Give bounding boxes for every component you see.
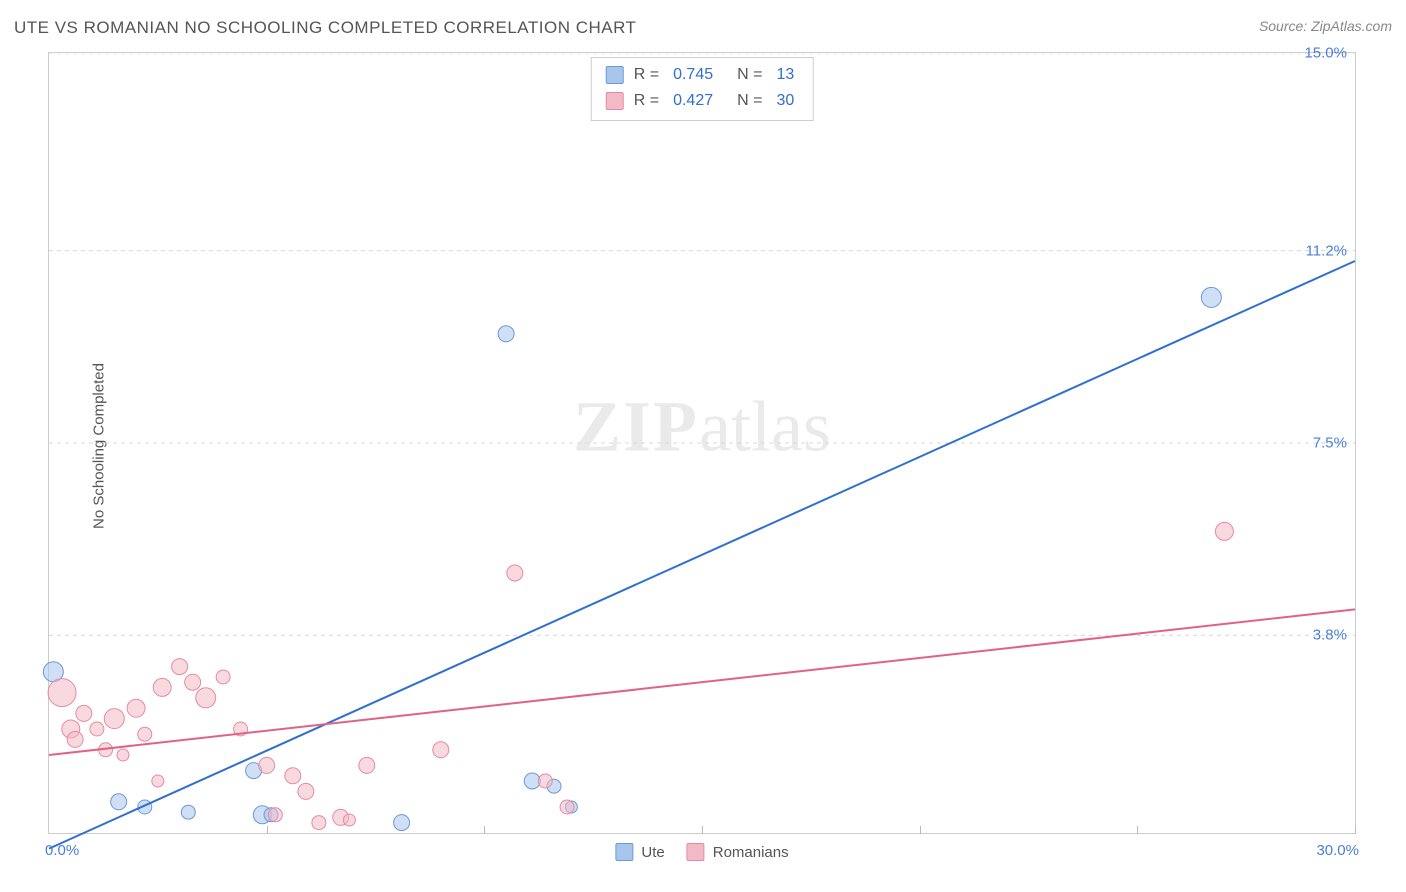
data-point-romanians xyxy=(268,808,282,822)
x-tick xyxy=(484,826,485,834)
y-tick-label: 3.8% xyxy=(1313,627,1347,644)
x-axis-end-label: 30.0% xyxy=(1316,842,1359,859)
legend-item-romanians: Romanians xyxy=(687,843,789,861)
legend-label-ute: Ute xyxy=(641,844,664,861)
data-point-romanians xyxy=(153,678,171,696)
data-point-romanians xyxy=(90,722,104,736)
legend-label-romanians: Romanians xyxy=(713,844,789,861)
data-point-ute xyxy=(498,326,514,342)
plot-svg xyxy=(49,53,1355,833)
data-point-romanians xyxy=(216,670,230,684)
data-point-romanians xyxy=(298,783,314,799)
data-point-romanians xyxy=(343,814,355,826)
x-tick xyxy=(702,826,703,834)
legend-stats: R = 0.745 N = 13 R = 0.427 N = 30 xyxy=(591,57,814,121)
n-value-romanians: 30 xyxy=(772,92,798,110)
data-point-romanians xyxy=(138,727,152,741)
legend-item-ute: Ute xyxy=(615,843,664,861)
data-point-ute xyxy=(394,815,410,831)
data-point-romanians xyxy=(285,768,301,784)
data-point-romanians xyxy=(76,705,92,721)
legend-stats-row-romanians: R = 0.427 N = 30 xyxy=(606,88,799,114)
y-tick-label: 11.2% xyxy=(1306,242,1347,259)
data-point-romanians xyxy=(104,709,124,729)
data-point-romanians xyxy=(48,679,76,707)
swatch-ute xyxy=(606,66,624,84)
swatch-romanians xyxy=(687,843,705,861)
data-point-romanians xyxy=(433,742,449,758)
data-point-romanians xyxy=(196,688,216,708)
n-label: N = xyxy=(737,92,762,110)
n-label: N = xyxy=(737,66,762,84)
swatch-ute xyxy=(615,843,633,861)
x-tick xyxy=(920,826,921,834)
chart-header: UTE VS ROMANIAN NO SCHOOLING COMPLETED C… xyxy=(14,18,1392,42)
regression-line-ute xyxy=(49,261,1355,849)
r-value-ute: 0.745 xyxy=(669,66,717,84)
data-point-romanians xyxy=(312,816,326,830)
r-label: R = xyxy=(634,66,659,84)
r-label: R = xyxy=(634,92,659,110)
x-axis-start-label: 0.0% xyxy=(45,842,79,859)
data-point-ute xyxy=(181,805,195,819)
data-point-romanians xyxy=(259,757,275,773)
data-point-romanians xyxy=(507,565,523,581)
data-point-romanians xyxy=(538,774,552,788)
legend-stats-row-ute: R = 0.745 N = 13 xyxy=(606,62,799,88)
n-value-ute: 13 xyxy=(772,66,798,84)
x-tick xyxy=(1137,826,1138,834)
source-credit: Source: ZipAtlas.com xyxy=(1259,18,1392,34)
data-point-romanians xyxy=(127,699,145,717)
x-tick xyxy=(1355,826,1356,834)
y-tick-label: 7.5% xyxy=(1313,435,1347,452)
data-point-ute xyxy=(1201,287,1221,307)
data-point-romanians xyxy=(185,674,201,690)
data-point-romanians xyxy=(172,659,188,675)
swatch-romanians xyxy=(606,92,624,110)
y-tick-label: 15.0% xyxy=(1304,45,1347,62)
chart-title: UTE VS ROMANIAN NO SCHOOLING COMPLETED C… xyxy=(14,18,636,37)
r-value-romanians: 0.427 xyxy=(669,92,717,110)
data-point-romanians xyxy=(117,749,129,761)
data-point-romanians xyxy=(560,800,574,814)
data-point-romanians xyxy=(1215,522,1233,540)
regression-line-romanians xyxy=(49,609,1355,755)
data-point-romanians xyxy=(152,775,164,787)
data-point-romanians xyxy=(359,757,375,773)
plot-area: ZIPatlas R = 0.745 N = 13 R = 0.427 N = … xyxy=(48,52,1356,834)
x-tick xyxy=(267,826,268,834)
legend-series: Ute Romanians xyxy=(615,843,788,861)
data-point-romanians xyxy=(67,731,83,747)
data-point-ute xyxy=(111,794,127,810)
